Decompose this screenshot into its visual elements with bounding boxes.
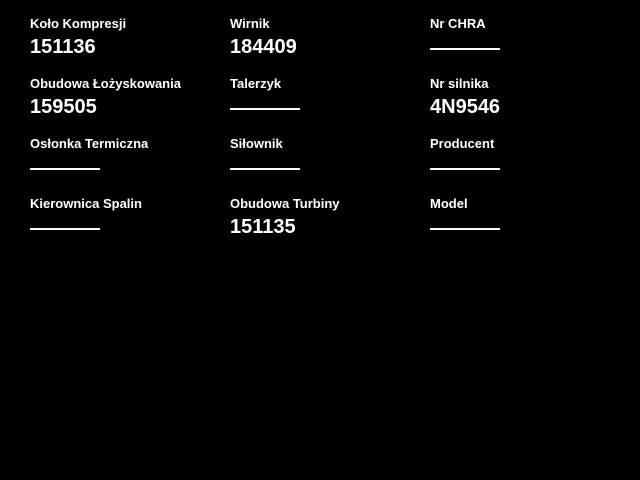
field-value: 151135 [230,216,296,238]
field-empty-dash [30,228,100,230]
field-value: 159505 [30,96,97,118]
field-value: 151136 [30,36,96,58]
field-label: Nr silnika [430,76,489,91]
field-label: Model [430,196,468,211]
field-label: Siłownik [230,136,283,151]
field-label: Obudowa Łożyskowania [30,76,181,91]
field-kolo-kompresji: Koło Kompresji 151136 [30,0,230,60]
field-obudowa-turbiny: Obudowa Turbiny 151135 [230,180,430,240]
field-empty-dash [430,48,500,50]
field-nr-chra: Nr CHRA [430,0,630,60]
field-empty-dash [430,228,500,230]
field-empty-dash [30,168,100,170]
field-producent: Producent [430,120,630,180]
field-talerzyk: Talerzyk [230,60,430,120]
field-empty-dash [230,168,300,170]
field-label: Obudowa Turbiny [230,196,340,211]
field-label: Wirnik [230,16,270,31]
field-empty-dash [230,108,300,110]
field-wirnik: Wirnik 184409 [230,0,430,60]
field-label: Talerzyk [230,76,282,91]
parts-fields-grid: Koło Kompresji 151136 Wirnik 184409 Nr C… [30,0,630,240]
field-oslonka-termiczna: Osłonka Termiczna [30,120,230,180]
field-label: Nr CHRA [430,16,486,31]
field-silownik: Siłownik [230,120,430,180]
field-model: Model [430,180,630,240]
field-value: 184409 [230,36,297,58]
field-label: Kierownica Spalin [30,196,142,211]
field-label: Producent [430,136,495,151]
field-label: Osłonka Termiczna [30,136,149,151]
field-label: Koło Kompresji [30,16,127,31]
field-empty-dash [430,168,500,170]
field-value: 4N9546 [430,96,501,118]
field-nr-silnika: Nr silnika 4N9546 [430,60,630,120]
field-kierownica-spalin: Kierownica Spalin [30,180,230,240]
field-obudowa-lozyskowania: Obudowa Łożyskowania 159505 [30,60,230,120]
